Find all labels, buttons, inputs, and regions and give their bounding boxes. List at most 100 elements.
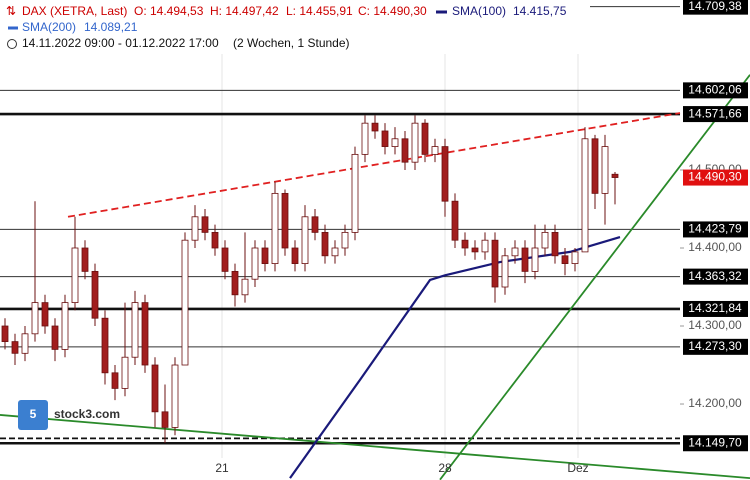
level-label-box [683,435,748,452]
level-label-box [683,82,748,99]
candle-body [151,364,159,413]
level-label: 14.423,79 [688,222,742,236]
interval: (2 Wochen, 1 Stunde) [233,36,350,50]
level-label-box [683,0,748,15]
candle-body [601,146,609,194]
ohlc-open: O: 14.494,53 [134,4,204,18]
candle-body [441,146,449,202]
candle-body [461,239,469,249]
y-tick-label: 14.300,00 [688,318,742,332]
level-label-box [683,268,748,285]
logo-text: stock3.com [54,407,120,421]
candle-body [51,325,59,350]
level-label: 14.363,32 [688,269,742,283]
candle-body [371,122,379,132]
candle-body [411,122,419,163]
ohlc-low: L: 14.455,91 [286,4,353,18]
legend-label: SMA(100) [452,4,506,18]
candle-body [541,231,549,249]
instrument-icon: ⇅ [6,4,16,18]
watermark: 5 stock3.com [18,400,120,430]
candle-body [141,302,149,366]
candle-body [231,270,239,296]
candle-body [401,138,409,163]
candle-body [581,138,589,253]
candle-body [261,247,269,264]
instrument: DAX (XETRA, Last) [22,4,127,18]
candle-body [281,192,289,249]
candle-body [421,122,429,155]
candle-body [41,302,49,327]
trend-line [67,112,681,218]
candle-body [111,372,119,389]
trend-line [0,414,750,480]
candle-body [191,216,199,241]
level-label: 14.571,66 [688,106,742,120]
candle-body [311,216,319,233]
candle-body [211,231,219,249]
candle-body [221,247,229,272]
candle-body [1,325,9,343]
candle-body [11,341,19,354]
candle-body [471,247,479,253]
candle-body [81,247,89,272]
candle-body [331,247,339,257]
clock-icon [7,39,17,49]
x-tick-label: 21 [215,461,229,475]
candle-body [511,247,519,257]
level-label: 14.602,06 [688,83,742,97]
logo-mark: 5 [30,407,37,421]
trend-line [439,74,750,480]
last-price-label: 14.490,30 [688,170,742,184]
last-price-box [683,169,748,186]
candle-body [431,146,439,155]
level-label: 14.149,70 [688,435,742,449]
level-label: 14.709,38 [688,0,742,13]
candle-body [351,153,359,233]
legend-value: 14.089,21 [84,20,138,34]
period: 14.11.2022 09:00 - 01.12.2022 17:00 [22,36,219,50]
candle-body [611,173,619,178]
x-tick-label: Dez [567,461,588,475]
candle-body [571,251,579,264]
candle-body [301,216,309,264]
candle-body [451,200,459,241]
y-tick-label: 14.400,00 [688,240,742,254]
candle-body [551,231,559,257]
candle-body [491,239,499,288]
ohlc-close: C: 14.490,30 [358,4,427,18]
candle-body [201,216,209,233]
header: ⇅ DAX (XETRA, Last) O: 14.494,53 H: 14.4… [6,4,567,50]
level-label-box [683,106,748,123]
level-label: 14.321,84 [688,301,742,315]
candle-body [171,364,179,428]
candle-body [271,192,279,264]
candle-body [391,138,399,147]
candle-body [591,138,599,194]
level-label-box [683,300,748,317]
sma-line [289,236,621,479]
candle-body [61,302,69,350]
candle-body [91,270,99,319]
candle-body [181,239,189,366]
level-label-box [683,338,748,355]
candle-body [501,255,509,288]
candle-body [31,302,39,335]
level-label-box [683,221,748,238]
y-tick-label: 14.200,00 [688,396,742,410]
candle-body [21,333,29,354]
candle-body [71,247,79,304]
candle-body [531,247,539,272]
logo-box [18,400,48,430]
candle-body [101,317,109,374]
candle-body [251,247,259,280]
candle-body [361,122,369,155]
candle-body [521,247,529,272]
candle-body [341,231,349,249]
ohlc-high: H: 14.497,42 [210,4,279,18]
candle-body [481,239,489,253]
candle-body [561,255,569,264]
candle-body [381,130,389,147]
x-tick-label: 28 [438,461,452,475]
